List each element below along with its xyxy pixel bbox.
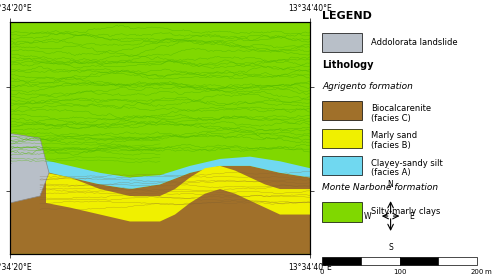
Text: 0: 0 [320, 269, 324, 275]
Polygon shape [46, 166, 310, 222]
Text: (facies A): (facies A) [371, 168, 410, 177]
Polygon shape [10, 133, 49, 203]
Bar [322, 202, 362, 222]
Bar [361, 257, 400, 265]
Text: LEGEND: LEGEND [322, 11, 372, 21]
Bar [322, 257, 361, 265]
Text: N: N [388, 180, 394, 189]
Bar [322, 101, 362, 120]
Bar [322, 33, 362, 52]
Text: Biocalcarenite: Biocalcarenite [371, 104, 431, 113]
Text: Agrigento formation: Agrigento formation [322, 82, 413, 91]
Text: W: W [364, 211, 372, 221]
Text: Marly sand: Marly sand [371, 131, 417, 140]
Polygon shape [10, 166, 310, 254]
Text: m: m [484, 269, 491, 275]
Bar [438, 257, 477, 265]
Bar [400, 257, 438, 265]
Text: (facies C): (facies C) [371, 114, 410, 122]
Bar [322, 156, 362, 175]
Text: S: S [388, 243, 393, 252]
Text: Addolorata landslide: Addolorata landslide [371, 38, 458, 47]
Text: 100: 100 [393, 269, 406, 275]
Text: E: E [410, 211, 414, 221]
Bar [322, 129, 362, 148]
Text: Lithology: Lithology [322, 60, 374, 70]
Text: (facies B): (facies B) [371, 141, 410, 150]
Text: Clayey-sandy silt: Clayey-sandy silt [371, 159, 442, 168]
Text: Monte Narbone formation: Monte Narbone formation [322, 183, 438, 192]
Text: 200: 200 [470, 269, 484, 275]
Polygon shape [10, 154, 310, 189]
Text: Silty-marly clays: Silty-marly clays [371, 208, 440, 217]
Polygon shape [10, 22, 310, 254]
